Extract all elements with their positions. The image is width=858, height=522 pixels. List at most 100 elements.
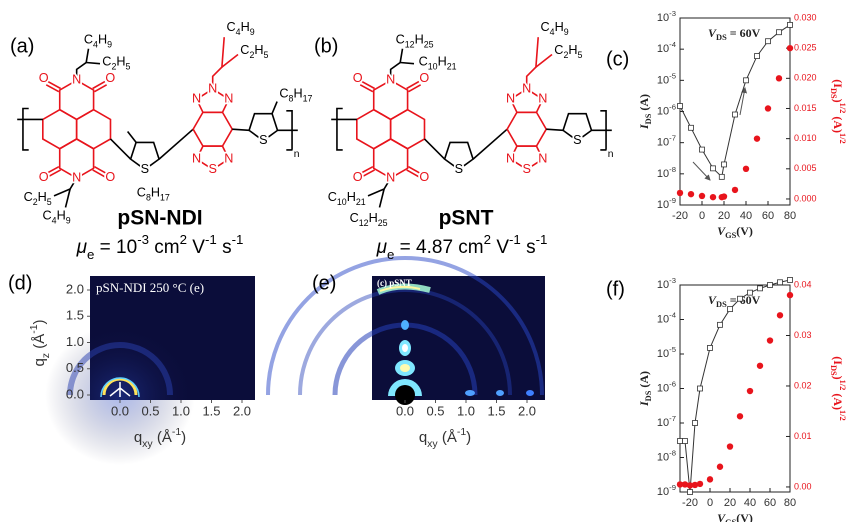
substituent-part: C bbox=[328, 191, 337, 205]
substituent: C4H9 bbox=[43, 209, 71, 226]
y2-tick-label: 0.020 bbox=[794, 73, 817, 83]
data-point bbox=[693, 421, 698, 426]
data-point bbox=[787, 292, 793, 298]
atom: S bbox=[573, 133, 581, 147]
bond bbox=[337, 109, 343, 150]
spot bbox=[401, 320, 409, 330]
data-point bbox=[697, 481, 703, 487]
substituent-part: 25 bbox=[424, 40, 434, 50]
substituent: C2H5 bbox=[24, 191, 52, 208]
atom: S bbox=[455, 162, 463, 176]
spot bbox=[526, 390, 534, 396]
y2-axis-label: (IDS)1/2 (A)1/2 bbox=[829, 356, 847, 420]
substituent-part: C bbox=[541, 20, 550, 34]
bond bbox=[272, 102, 277, 114]
tick-label-part: 10 bbox=[657, 199, 669, 211]
bond bbox=[159, 129, 193, 159]
bond bbox=[128, 132, 137, 143]
data-point bbox=[727, 443, 733, 449]
atom: N bbox=[208, 81, 217, 95]
data-point bbox=[765, 105, 771, 111]
data-point bbox=[754, 135, 760, 141]
mobility-part: -1 bbox=[509, 232, 521, 247]
series-line bbox=[680, 280, 790, 492]
page: html, body { margin: 0; padding: 0; back… bbox=[0, 0, 858, 522]
data-point bbox=[699, 193, 705, 199]
x-tick-label: 80 bbox=[784, 497, 796, 509]
y2-axis-label-part: 1/2 bbox=[838, 103, 847, 114]
substituent: C2H5 bbox=[240, 43, 268, 60]
y-axis-label-part: DS bbox=[644, 390, 653, 401]
atom: N bbox=[506, 92, 515, 106]
data-point bbox=[777, 30, 782, 35]
data-point bbox=[677, 190, 683, 196]
mobility-part: μ bbox=[76, 237, 88, 258]
panel-label: (f) bbox=[606, 278, 625, 300]
substituent-part: H bbox=[369, 211, 378, 225]
substituent: C12H25 bbox=[396, 33, 434, 50]
atom: n bbox=[294, 149, 300, 160]
atom: N bbox=[192, 92, 201, 106]
substituent-part: H bbox=[555, 20, 564, 34]
substituent-part: 12 bbox=[405, 40, 415, 50]
substituent-part: 9 bbox=[66, 216, 71, 226]
y-tick-label: 10-6 bbox=[657, 102, 676, 117]
atom: N bbox=[538, 151, 547, 165]
substituent-part: 12 bbox=[359, 218, 369, 228]
tick-label-part: 10 bbox=[657, 451, 669, 463]
data-point bbox=[778, 280, 783, 285]
mobility-part: e bbox=[387, 247, 394, 262]
data-point bbox=[743, 166, 749, 172]
y-axis-label: qz (Å-1) bbox=[28, 319, 52, 366]
y2-axis-label-part: 1/2 bbox=[838, 133, 847, 144]
series-line bbox=[680, 25, 790, 177]
panel-label: (e) bbox=[312, 272, 336, 294]
y-axis-label: IDS (A) bbox=[637, 371, 654, 407]
atom: O bbox=[353, 170, 363, 184]
substituent-part: 9 bbox=[564, 27, 569, 37]
mobility-part: e bbox=[87, 247, 94, 262]
substituent: C4H9 bbox=[227, 20, 255, 37]
x-tick-label: 0.0 bbox=[111, 403, 129, 418]
bond bbox=[110, 139, 130, 159]
atom: O bbox=[39, 71, 49, 85]
tick-label-part: -3 bbox=[669, 276, 676, 285]
y-tick-label: 10-4 bbox=[657, 40, 677, 55]
mobility-part: μ bbox=[376, 237, 388, 258]
data-point bbox=[728, 307, 733, 312]
y2-tick-label: 0.01 bbox=[794, 431, 812, 441]
substituent: C4H9 bbox=[84, 33, 112, 50]
atom: N bbox=[506, 151, 515, 165]
y-axis-label-part: (Å bbox=[31, 334, 48, 353]
tick-label-part: 10 bbox=[657, 279, 669, 291]
tick-label-part: 10 bbox=[657, 313, 669, 325]
data-point bbox=[757, 363, 763, 369]
atom: S bbox=[259, 133, 267, 147]
substituent-part: 5 bbox=[578, 50, 583, 60]
data-point bbox=[721, 193, 727, 199]
y-tick-label: 10-3 bbox=[657, 276, 676, 291]
bond bbox=[222, 54, 238, 67]
x-axis-label-part: (Å bbox=[438, 429, 457, 446]
annotation-part: DS bbox=[716, 33, 727, 42]
substituent: C10H21 bbox=[419, 55, 457, 72]
y-tick-label: 10-3 bbox=[657, 9, 676, 24]
x-axis-label-part: (Å bbox=[153, 429, 172, 446]
x-tick-label: -20 bbox=[682, 497, 698, 509]
substituent-part: C bbox=[554, 43, 563, 57]
substituent-part: 9 bbox=[250, 27, 255, 37]
tick-label-part: 10 bbox=[657, 137, 669, 149]
y-axis-label-part: (A) bbox=[637, 94, 651, 114]
y-tick-label: 10-9 bbox=[657, 196, 676, 211]
y-axis-label-part: ) bbox=[31, 319, 48, 324]
ring bbox=[77, 110, 111, 149]
x-tick-label: 0 bbox=[699, 210, 705, 222]
tick-label-part: -9 bbox=[669, 196, 676, 205]
mobility-part: V bbox=[187, 237, 205, 258]
x-axis-label: qxy (Å-1) bbox=[419, 426, 471, 450]
substituent-part: 25 bbox=[378, 218, 388, 228]
substituent-part: C bbox=[43, 209, 52, 223]
inset-label: (c) pSNT bbox=[377, 278, 412, 288]
x-tick-label: 0.0 bbox=[396, 403, 414, 418]
